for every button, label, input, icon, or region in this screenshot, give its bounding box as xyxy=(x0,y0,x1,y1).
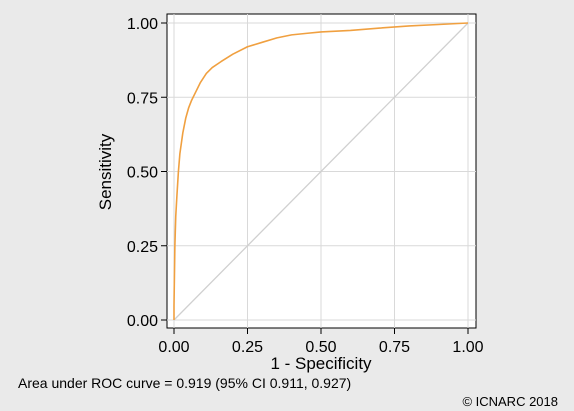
x-tick-label: 0.00 xyxy=(158,339,189,356)
x-axis-title: 1 - Specificity xyxy=(270,354,372,373)
x-tick-label: 0.75 xyxy=(379,339,410,356)
y-tick-label: 1.00 xyxy=(127,16,158,33)
y-tick-label: 0.00 xyxy=(127,313,158,330)
copyright-text: © ICNARC 2018 xyxy=(462,394,558,409)
y-axis-title: Sensitivity xyxy=(96,133,115,210)
x-tick-label: 0.25 xyxy=(232,339,263,356)
x-tick-label: 0.50 xyxy=(305,339,336,356)
x-tick-label: 1.00 xyxy=(452,339,483,356)
auc-footnote: Area under ROC curve = 0.919 (95% CI 0.9… xyxy=(18,375,352,391)
y-tick-label: 0.25 xyxy=(127,239,158,256)
y-tick-label: 0.50 xyxy=(127,165,158,182)
roc-curve xyxy=(173,22,469,320)
reference-diagonal xyxy=(173,22,469,321)
y-tick-label: 0.75 xyxy=(127,90,158,107)
